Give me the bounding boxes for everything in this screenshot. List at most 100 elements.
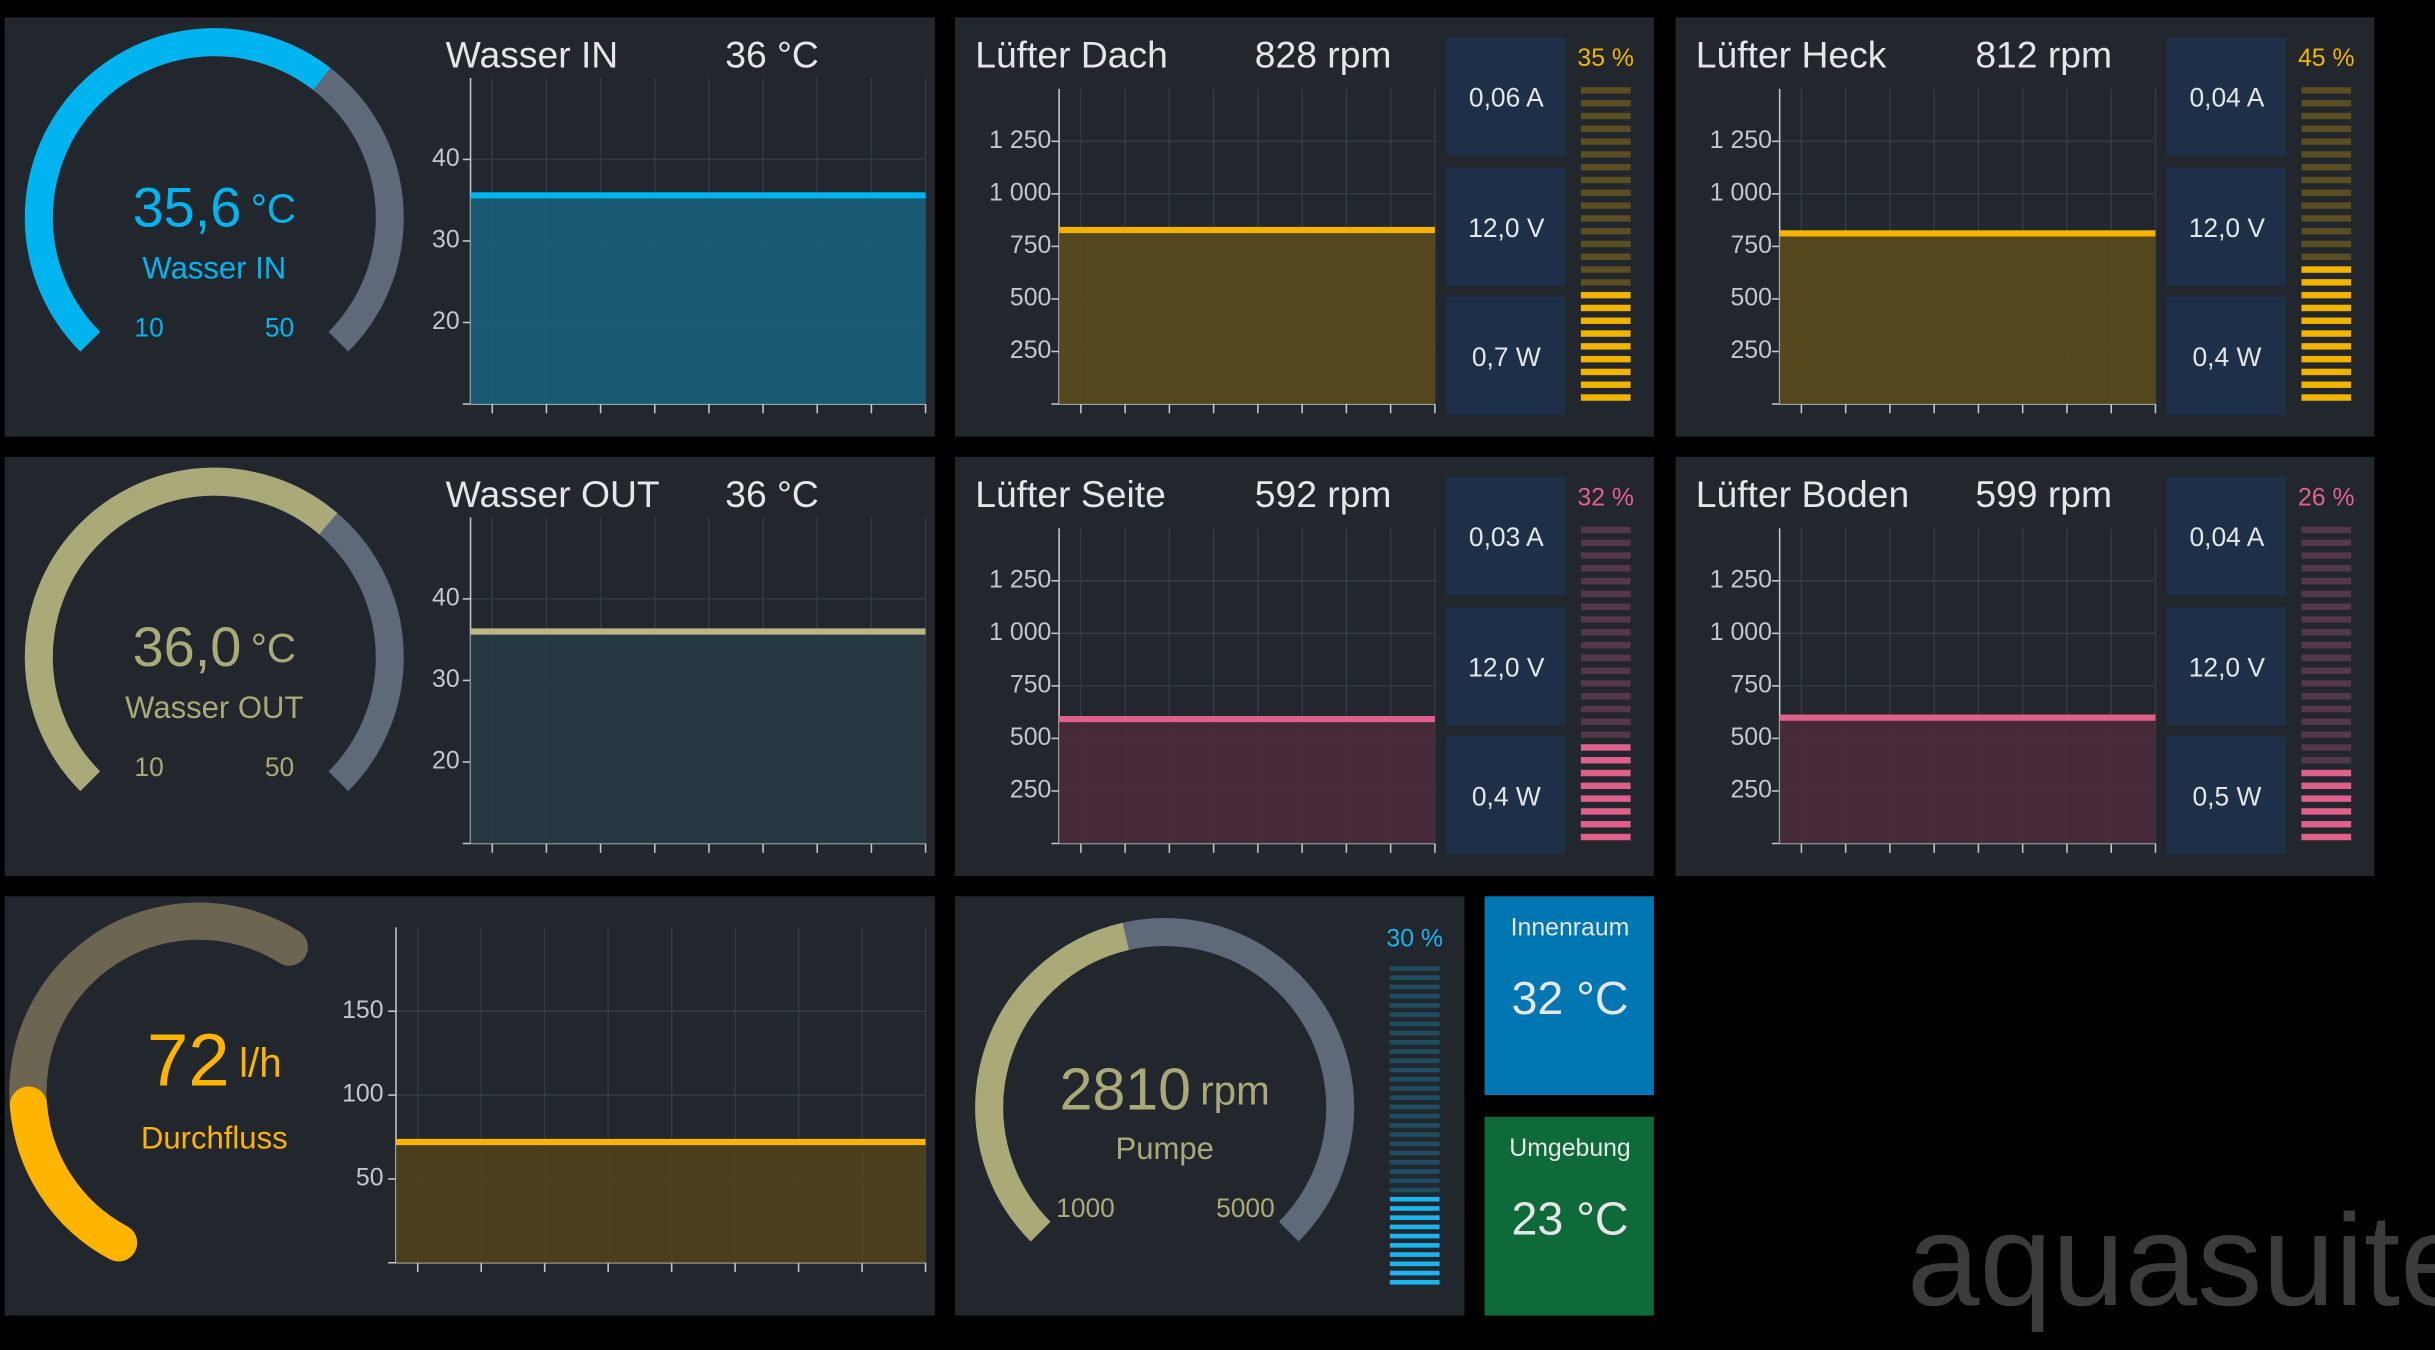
bar-segment-lit	[1580, 782, 1631, 790]
bar-segment	[1580, 215, 1631, 222]
info-current: 0,03 A	[1469, 522, 1544, 552]
bar-segment-lit	[2301, 368, 2352, 376]
level-bar	[1389, 1196, 1440, 1285]
bar-segment-lit	[1389, 1279, 1440, 1285]
gauge-unit: rpm	[1200, 1067, 1270, 1113]
chart-reading: 36 °C	[725, 34, 819, 76]
y-tick-label: 50	[356, 1164, 384, 1191]
bar-segment	[1580, 693, 1631, 700]
bar-segment	[2301, 757, 2352, 764]
bar-segment	[2301, 253, 2352, 260]
chart-title: Wasser OUT	[446, 473, 660, 515]
area	[1059, 719, 1435, 844]
bar-segment	[1580, 603, 1631, 610]
bar-segment-lit	[2301, 795, 2352, 802]
bar-segment	[1580, 163, 1631, 171]
fan-reading: 828 rpm	[1255, 34, 1392, 76]
bar-segment	[2301, 731, 2352, 738]
bar-segment-lit	[2301, 304, 2352, 312]
bar-segment	[1580, 279, 1631, 286]
percent-label: 45 %	[2298, 45, 2355, 72]
chart-reading: 36 °C	[725, 473, 819, 515]
info-current: 0,04 A	[2190, 522, 2265, 552]
bar-segment	[1389, 1113, 1440, 1119]
y-tick-label: 40	[432, 584, 460, 611]
bar-segment	[1580, 240, 1631, 248]
info-power: 0,4 W	[2192, 342, 2261, 372]
bar-segment	[1580, 718, 1631, 726]
y-tick-label: 20	[432, 748, 460, 775]
bar-segment-lit	[1389, 1196, 1440, 1202]
y-tick-label: 1 250	[989, 566, 1051, 593]
bar-segment	[1580, 526, 1631, 534]
percent-label: 30 %	[1386, 925, 1443, 952]
gauge-max: 5000	[1216, 1193, 1275, 1223]
bar-segment	[2301, 151, 2352, 158]
logo: aquasuite	[1907, 1187, 2435, 1333]
level-bar	[1580, 291, 1631, 401]
bar-segment-lit	[2301, 821, 2352, 828]
bar-segment	[1580, 577, 1631, 585]
gauge-min: 10	[134, 752, 163, 782]
bar-segment	[1389, 966, 1440, 971]
level-bar	[1580, 744, 1631, 841]
bar-segment	[2301, 654, 2352, 662]
y-tick-label: 500	[1010, 724, 1051, 751]
bar-segment-lit	[1580, 381, 1631, 388]
bar-segment	[2301, 163, 2352, 171]
bar-segment	[1580, 552, 1631, 559]
info-box	[2166, 736, 2286, 855]
info-box	[2166, 296, 2286, 415]
fan-title: Lüfter Boden	[1696, 473, 1909, 515]
bar-segment-lit	[1580, 744, 1631, 751]
info-voltage: 12,0 V	[1468, 213, 1545, 243]
gauge-value-number: 35,6	[133, 175, 242, 238]
bar-segment-lit	[2301, 343, 2352, 350]
y-tick-label: 1 000	[1710, 179, 1772, 206]
info-voltage: 12,0 V	[2189, 653, 2266, 683]
bar-segment-lit	[1389, 1224, 1440, 1230]
bar-segment-lit	[2301, 782, 2352, 790]
bar-segment-lit	[1389, 1215, 1440, 1220]
y-tick-label: 500	[1730, 724, 1771, 751]
y-tick-label: 1 250	[1710, 127, 1772, 154]
gauge-max: 50	[265, 312, 294, 342]
gauge-unit: °C	[251, 625, 296, 671]
gauge-value-arc	[975, 922, 1129, 1242]
tile	[1484, 1116, 1654, 1316]
gauge-name: Wasser OUT	[125, 690, 303, 725]
bar-segment-lit	[2301, 317, 2352, 324]
bar-segment-lit	[1580, 795, 1631, 802]
y-tick-label: 750	[1730, 671, 1771, 698]
bar-segment	[1580, 731, 1631, 738]
bar-segment	[1389, 993, 1440, 999]
gauge-min: 1000	[1056, 1193, 1115, 1223]
bar-segment	[1580, 654, 1631, 662]
info-box	[1445, 37, 1566, 156]
bar-segment	[1389, 1067, 1440, 1073]
bar-segment	[2301, 705, 2352, 713]
bar-segment-lit	[2301, 394, 2352, 401]
bar-segment	[1389, 1132, 1440, 1137]
bar-segment-lit	[1389, 1243, 1440, 1248]
info-box	[1445, 736, 1566, 855]
gauge-unit: l/h	[239, 1039, 282, 1085]
area	[1779, 233, 2156, 405]
bar-segment	[1389, 1076, 1440, 1082]
bar-segment	[2301, 577, 2352, 585]
bar-segment	[2301, 667, 2352, 674]
area	[1059, 229, 1435, 405]
bar-segment-lit	[1580, 808, 1631, 815]
y-tick-label: 1 000	[989, 619, 1051, 646]
bar-segment	[1389, 1104, 1440, 1110]
bar-segment	[2301, 603, 2352, 610]
y-tick-label: 150	[342, 997, 383, 1024]
bar-segment-lit	[2301, 291, 2352, 299]
level-bar	[2301, 769, 2352, 841]
tile-name: Innenraum	[1511, 914, 1630, 941]
bar-segment	[1580, 539, 1631, 546]
bar-segment-lit	[1580, 821, 1631, 828]
bar-segment	[1580, 87, 1631, 94]
bar-segment	[1580, 565, 1631, 572]
